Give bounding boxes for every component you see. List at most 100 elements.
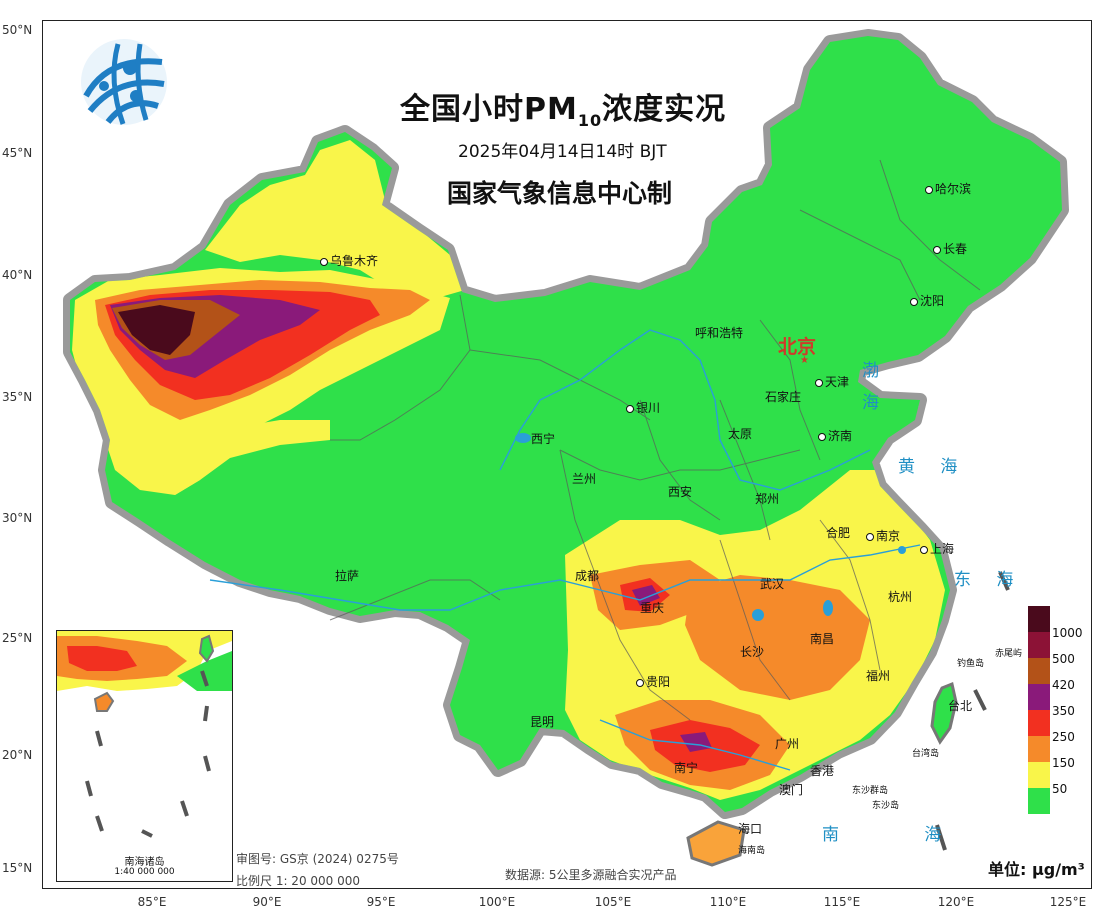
legend-label: 250 (1052, 730, 1075, 744)
pm10-level-420-chongqing (632, 585, 660, 606)
city-label: 南京 (866, 527, 900, 544)
sea-label-yellow: 黄 海 (898, 457, 968, 477)
city-name: 哈尔滨 (935, 182, 972, 196)
city-name: 兰州 (572, 472, 597, 486)
city-label: 乌鲁木齐 (320, 252, 378, 269)
city-dot-icon (636, 678, 644, 687)
sea-label-bohai-2: 海 (862, 393, 889, 413)
city-name: 上海 (930, 542, 955, 556)
city-name: 成都 (575, 569, 600, 583)
city-label: 西宁 (531, 430, 555, 447)
capital-label-beijing: 北京 (778, 336, 817, 358)
city-label: 昆明 (530, 713, 554, 730)
title-subscript: 10 (577, 111, 603, 130)
city-name: 太原 (728, 427, 753, 441)
lat-label-20: 20°N (2, 748, 33, 762)
inset-land-green (177, 651, 232, 691)
map-issuer: 国家气象信息中心制 (447, 179, 673, 208)
inset-map (57, 631, 232, 838)
label-diaoyu: 钓鱼岛 (957, 659, 985, 669)
inset-scale: 1:40 000 000 (114, 867, 175, 877)
city-name: 香港 (810, 764, 835, 778)
city-name: 拉萨 (335, 569, 360, 583)
taiwan-island (930, 681, 958, 745)
lon-label-100: 100°E (478, 895, 516, 909)
pm10-level-150-qinghai-strip (160, 420, 330, 495)
lon-label-95: 95°E (366, 895, 396, 909)
city-label: 石家庄 (765, 388, 801, 405)
city-name: 澳门 (779, 783, 804, 797)
qinghai-lake (515, 433, 531, 443)
south-china-sea-inset: 南海诸岛 1:40 000 000 (56, 630, 233, 882)
city-dot-icon (920, 545, 928, 554)
city-label: 合肥 (826, 524, 850, 541)
city-dot-icon (910, 297, 918, 306)
city-label: 杭州 (888, 588, 912, 605)
data-source: 数据源: 5公里多源融合实况产品 (505, 868, 677, 882)
city-label: 成都 (575, 567, 599, 584)
city-label: 上海 (920, 540, 954, 557)
sea-label-bohai: 渤 (862, 361, 889, 381)
city-label: 福州 (866, 667, 890, 684)
city-label: 西安 (668, 483, 692, 500)
lon-label-115: 115°E (823, 895, 861, 909)
city-label: 长沙 (740, 643, 764, 660)
city-name: 台北 (948, 699, 973, 713)
city-name: 银川 (636, 401, 661, 415)
legend-label: 50 (1052, 782, 1068, 796)
city-name: 海口 (738, 822, 763, 836)
inset-land-red (67, 646, 137, 671)
city-label: 贵阳 (636, 673, 670, 690)
city-name: 长春 (943, 242, 968, 256)
city-label: 济南 (818, 427, 852, 444)
map-title: 全国小时PM10浓度实况 (400, 84, 726, 130)
city-label: 呼和浩特 (695, 324, 743, 341)
city-dot-icon (626, 404, 634, 413)
city-label: 香港 (810, 762, 834, 779)
city-name: 济南 (828, 429, 853, 443)
city-dot-icon (818, 432, 826, 441)
label-dongsha-island: 东沙岛 (872, 801, 900, 811)
city-label: 拉萨 (335, 567, 359, 584)
city-dot-icon (815, 378, 823, 387)
city-label: 台北 (948, 697, 972, 714)
pm10-level-150-north-xinjiang (205, 140, 465, 300)
city-label: 兰州 (572, 470, 596, 487)
pm10-level-420-guangxi (680, 732, 712, 752)
yellow-river (499, 329, 871, 491)
rivers (209, 329, 921, 771)
sea-label-south: 南 海 (822, 825, 982, 845)
lon-label-90: 90°E (252, 895, 282, 909)
lat-label-50: 50°N (2, 23, 33, 37)
lon-label-85: 85°E (137, 895, 167, 909)
city-label: 郑州 (755, 490, 779, 507)
city-name: 西宁 (531, 432, 556, 446)
city-label: 澳门 (779, 781, 803, 798)
maritime-boundary (935, 571, 1010, 851)
legend-label: 420 (1052, 678, 1075, 692)
map-datetime: 2025年04月14日14时 BJT (458, 142, 667, 162)
city-label: 武汉 (760, 575, 784, 592)
legend-label: 1000 (1052, 626, 1083, 640)
legend-swatch (1028, 788, 1050, 814)
city-name: 广州 (775, 737, 800, 751)
label-chiwei: 赤尾屿 (995, 649, 1023, 659)
city-name: 重庆 (640, 601, 665, 615)
inset-boundary (85, 670, 211, 838)
legend-label: 150 (1052, 756, 1075, 770)
city-label: 哈尔滨 (925, 180, 971, 197)
city-label: 沈阳 (910, 292, 944, 309)
legend-label: 350 (1052, 704, 1075, 718)
unit-label: 单位: μg/m³ (988, 860, 1085, 879)
city-dot-icon (866, 532, 874, 541)
city-name: 呼和浩特 (695, 326, 744, 340)
city-label: 广州 (775, 735, 799, 752)
city-name: 西安 (668, 485, 693, 499)
label-hainan-island: 海南岛 (738, 846, 766, 856)
lat-label-40: 40°N (2, 268, 33, 282)
lat-label-30: 30°N (2, 511, 33, 525)
city-name: 福州 (866, 669, 891, 683)
province-borders (329, 159, 981, 721)
label-taiwan-island: 台湾岛 (912, 749, 940, 759)
